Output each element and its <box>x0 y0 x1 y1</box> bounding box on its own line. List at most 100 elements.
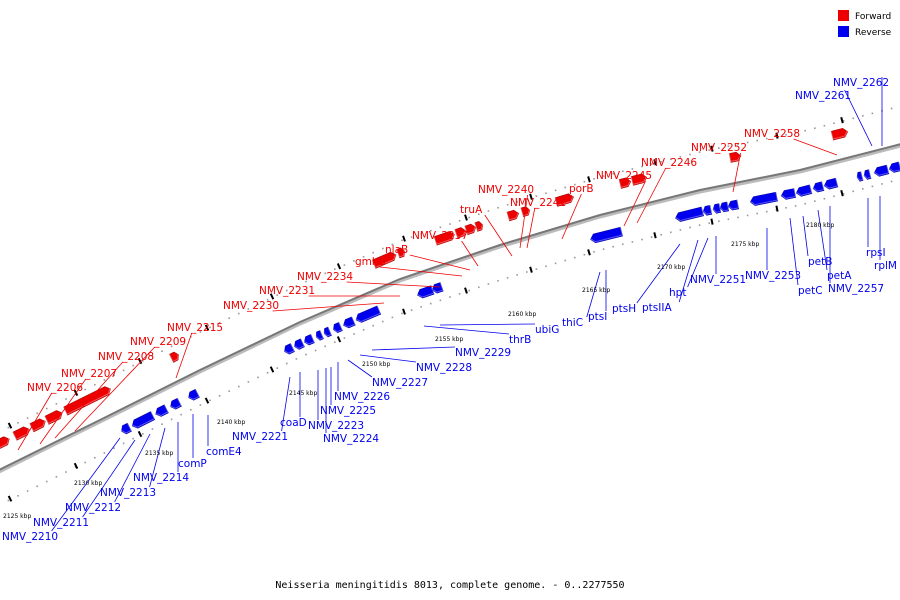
gene-label-petc[interactable]: petC <box>798 285 823 297</box>
gene-label-nmv-2258[interactable]: NMV_2258 <box>744 128 800 140</box>
gene-label-trua[interactable]: truA <box>460 204 483 216</box>
reverse-gene-block[interactable] <box>873 164 890 177</box>
forward-gene-block[interactable] <box>44 409 64 425</box>
forward-gene-block[interactable] <box>464 223 477 236</box>
gene-label-nmv-2214[interactable]: NMV_2214 <box>133 472 189 484</box>
reverse-gene-block[interactable] <box>712 203 722 214</box>
gene-label-nmv-2207[interactable]: NMV_2207 <box>61 368 117 380</box>
gene-label-rpsi[interactable]: rpsI <box>866 247 886 259</box>
reverse-gene-block[interactable] <box>314 330 324 342</box>
forward-gene-block[interactable] <box>630 173 648 186</box>
reverse-gene-block[interactable] <box>431 282 444 295</box>
gene-label-nmv-2226[interactable]: NMV_2226 <box>334 391 390 403</box>
gene-label-rplm[interactable]: rplM <box>874 260 897 272</box>
gene-label-peta[interactable]: petA <box>827 270 852 282</box>
gene-label-ubig[interactable]: ubiG <box>535 324 559 336</box>
gene-label-nmv-2210[interactable]: NMV_2210 <box>2 531 58 543</box>
gene-label-nmv-2262[interactable]: NMV_2262 <box>833 77 889 89</box>
gene-label-nmv-2229[interactable]: NMV_2229 <box>455 347 511 359</box>
forward-gene-block[interactable] <box>396 247 407 259</box>
reverse-gene-block[interactable] <box>780 188 797 201</box>
reverse-gene-block[interactable] <box>702 205 713 216</box>
forward-gene-block[interactable] <box>29 417 47 433</box>
reverse-gene-block[interactable] <box>303 334 315 346</box>
gene-label-nmv-2261[interactable]: NMV_2261 <box>795 90 851 102</box>
gene-label-nmv-2221[interactable]: NMV_2221 <box>232 431 288 443</box>
gene-label-nmv-2234[interactable]: NMV_2234 <box>297 271 353 283</box>
gene-label-nmv-2231[interactable]: NMV_2231 <box>259 285 315 297</box>
forward-gene-block[interactable] <box>830 127 849 141</box>
gene-label-nmv-2251[interactable]: NMV_2251 <box>690 274 746 286</box>
gene-label-come4[interactable]: comE4 <box>206 446 242 458</box>
reverse-track-dot <box>391 316 394 319</box>
gene-label-comp[interactable]: comP <box>178 458 207 470</box>
gene-label-nmv-2240[interactable]: NMV_2240 <box>478 184 534 196</box>
gene-label-nmv-2253[interactable]: NMV_2253 <box>745 270 801 282</box>
gene-label-nmv-2246[interactable]: NMV_2246 <box>641 157 697 169</box>
gene-label-petb[interactable]: petB <box>808 256 832 268</box>
gene-label-nmv-2228[interactable]: NMV_2228 <box>416 362 472 374</box>
reverse-gene-block[interactable] <box>719 201 730 213</box>
gene-label-ptsh[interactable]: ptsH <box>612 303 636 315</box>
gene-label-nmv-2215[interactable]: NMV_2215 <box>167 322 223 334</box>
forward-gene-block[interactable] <box>433 230 456 246</box>
gene-label-nmv-2227[interactable]: NMV_2227 <box>372 377 428 389</box>
reverse-gene-block[interactable] <box>293 338 305 351</box>
gene-label-nmv-2252[interactable]: NMV_2252 <box>691 142 747 154</box>
gene-label-nmv-2225[interactable]: NMV_2225 <box>320 405 376 417</box>
reverse-gene-block[interactable] <box>282 343 295 356</box>
reverse-gene-block[interactable] <box>354 305 382 324</box>
reverse-gene-block[interactable] <box>154 404 169 418</box>
tick-marks <box>7 107 893 502</box>
forward-gene-block[interactable] <box>454 226 467 239</box>
forward-track-dot <box>305 280 307 283</box>
gene-label-thic[interactable]: thiC <box>562 317 583 329</box>
forward-gene-block[interactable] <box>618 177 632 189</box>
gene-label-nmv-2206[interactable]: NMV_2206 <box>27 382 83 394</box>
gene-label-nmv-2241[interactable]: NMV_2241 <box>510 197 566 209</box>
reverse-gene-block[interactable] <box>749 191 778 206</box>
reverse-gene-block[interactable] <box>863 169 872 180</box>
reverse-gene-block[interactable] <box>589 226 623 244</box>
reverse-gene-block[interactable] <box>130 411 156 430</box>
reverse-gene-block[interactable] <box>888 161 900 173</box>
reverse-gene-block[interactable] <box>322 326 332 338</box>
gene-label-nmv-2237[interactable]: NMV_2237 <box>412 230 468 242</box>
reverse-gene-block[interactable] <box>187 388 200 402</box>
forward-gene-block[interactable] <box>506 209 520 222</box>
reverse-gene-block[interactable] <box>856 171 864 182</box>
reverse-gene-block[interactable] <box>169 397 182 411</box>
reverse-gene-block[interactable] <box>823 177 839 190</box>
reverse-gene-block[interactable] <box>795 184 813 197</box>
gene-label-nmv-2245[interactable]: NMV_2245 <box>596 170 652 182</box>
gene-label-thrb[interactable]: thrB <box>509 334 531 346</box>
gene-label-nmv-2212[interactable]: NMV_2212 <box>65 502 121 514</box>
gene-label-coad[interactable]: coaD <box>280 417 307 429</box>
gene-label-hpt[interactable]: hpt <box>669 287 686 299</box>
forward-gene-block[interactable] <box>554 193 575 207</box>
gene-label-nmv-2213[interactable]: NMV_2213 <box>100 487 156 499</box>
gene-label-ptsiia[interactable]: ptsIIA <box>642 302 672 314</box>
reverse-gene-block[interactable] <box>812 181 825 193</box>
forward-gene-block[interactable] <box>0 435 11 450</box>
gene-label-nmv-2230[interactable]: NMV_2230 <box>223 300 279 312</box>
gene-label-porb[interactable]: porB <box>569 183 594 195</box>
reverse-gene-block[interactable] <box>119 422 132 435</box>
reverse-gene-block[interactable] <box>342 316 356 330</box>
reverse-gene-block[interactable] <box>332 321 343 334</box>
gene-label-ptsi[interactable]: ptsI <box>588 311 607 323</box>
gene-label-nmv-2223[interactable]: NMV_2223 <box>308 420 364 432</box>
forward-gene-block[interactable] <box>474 221 485 232</box>
gene-label-nmv-2257[interactable]: NMV_2257 <box>828 283 884 295</box>
gene-label-nmv-2209[interactable]: NMV_2209 <box>130 336 186 348</box>
gene-label-nmv-2208[interactable]: NMV_2208 <box>98 351 154 363</box>
gene-label-nmv-2224[interactable]: NMV_2224 <box>323 433 379 445</box>
forward-gene-block[interactable] <box>169 351 180 363</box>
gene-label-nlab[interactable]: nlaB <box>385 244 408 256</box>
reverse-gene-block[interactable] <box>674 206 705 223</box>
gene-label-nmv-2211[interactable]: NMV_2211 <box>33 517 89 529</box>
reverse-track-dot <box>439 299 442 302</box>
gene-label-gmhb[interactable]: gmhB <box>355 256 386 268</box>
forward-gene-block[interactable] <box>371 251 398 269</box>
reverse-gene-block[interactable] <box>727 199 740 211</box>
